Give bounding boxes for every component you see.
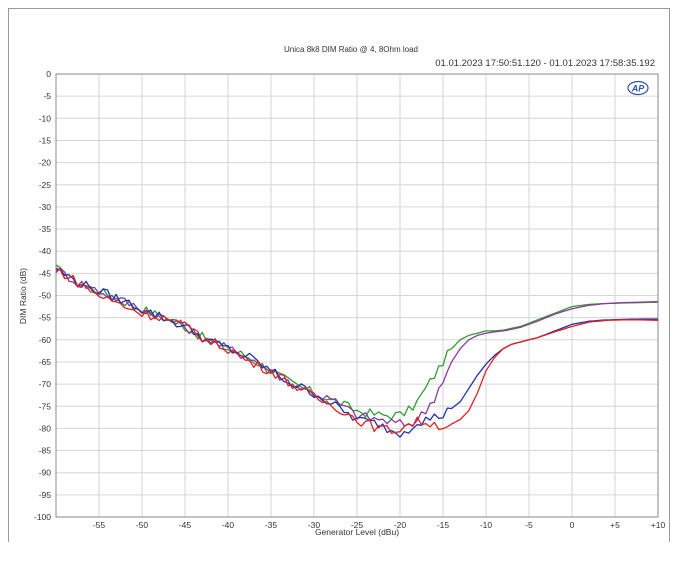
- y-tick-label: -85: [39, 446, 52, 456]
- x-tick-label: -55: [93, 520, 106, 530]
- plot-area-border: [55, 73, 659, 518]
- y-tick-label: -95: [39, 490, 52, 500]
- series-line-3: [55, 268, 658, 438]
- series-line-4: [55, 267, 659, 434]
- y-tick-label: -60: [39, 335, 52, 345]
- x-tick-labels: -55 -50 -45 -40 -35 -30 -25 -20 -15 -10 -5 0 +5 +10: [93, 520, 666, 530]
- x-tick-label: -30: [308, 520, 321, 530]
- x-tick-label: -50: [136, 520, 149, 530]
- y-tick-label: -65: [39, 357, 52, 367]
- chart-title: Unica 8k8 DIM Ratio @ 4, 8Ohm load: [284, 45, 418, 54]
- y-tick-label: 0: [46, 69, 51, 79]
- y-tick-label: -40: [39, 246, 52, 256]
- y-tick-label: -10: [39, 113, 52, 123]
- x-tick-label: 0: [570, 520, 575, 530]
- y-tick-label: -80: [39, 423, 52, 433]
- x-tick-label: -5: [525, 520, 533, 530]
- x-tick-label: -35: [265, 520, 278, 530]
- y-tick-label: -30: [39, 202, 52, 212]
- x-tick-label: -15: [437, 520, 450, 530]
- x-axis-label: Generator Level (dBu): [315, 527, 399, 537]
- y-tick-label: -20: [39, 158, 52, 168]
- y-tick-label: -25: [39, 180, 52, 190]
- y-tick-label: -45: [39, 268, 52, 278]
- y-tick-label: -55: [39, 313, 52, 323]
- series-line-2: [55, 267, 659, 427]
- y-tick-label: -75: [39, 401, 52, 411]
- x-tick-label: +5: [610, 520, 620, 530]
- chart-subtitle: 01.01.2023 17:50:51.120 - 01.01.2023 17:…: [435, 58, 655, 69]
- y-tick-label: -50: [39, 291, 52, 301]
- grid-lines: [56, 73, 659, 518]
- y-tick-label: -100: [34, 512, 51, 522]
- y-tick-label: -5: [43, 91, 51, 101]
- series-group: [55, 264, 659, 438]
- y-tick-label: -35: [39, 224, 52, 234]
- x-tick-label: -25: [351, 520, 364, 530]
- y-tick-labels: 0 -5 -10 -15 -20 -25 -30 -35 -40 -45 -50 -55 -60 -65 -…: [34, 69, 51, 522]
- ap-logo-text: AP: [631, 84, 645, 94]
- x-tick-label: -45: [179, 520, 192, 530]
- x-tick-label: -20: [394, 520, 407, 530]
- series-line-1: [55, 264, 659, 420]
- x-tick-label: -40: [222, 520, 235, 530]
- y-axis-label: DIM Ratio (dB): [18, 268, 28, 324]
- y-tick-label: -15: [39, 135, 52, 145]
- y-tick-label: -90: [39, 468, 52, 478]
- y-tick-label: -70: [39, 379, 52, 389]
- ap-logo: AP: [627, 80, 649, 96]
- bottom-strip: [8, 542, 678, 562]
- ap-logo-ring: [627, 80, 649, 96]
- x-tick-label: +10: [651, 520, 666, 530]
- x-tick-label: -10: [480, 520, 493, 530]
